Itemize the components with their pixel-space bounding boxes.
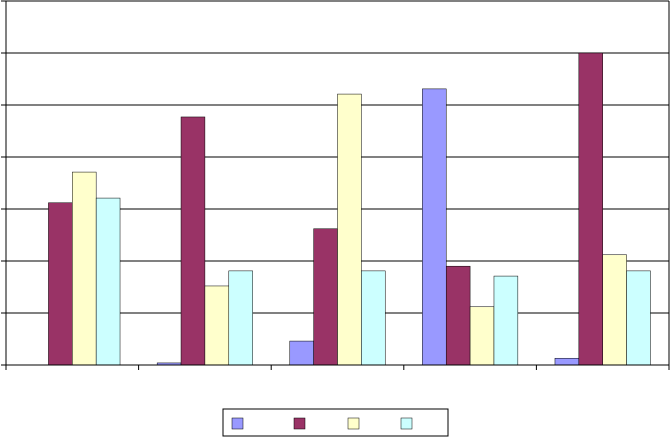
- bar: [313, 228, 338, 366]
- bar: [228, 270, 253, 366]
- bar: [180, 116, 206, 366]
- bar: [95, 197, 121, 366]
- bar: [602, 254, 627, 366]
- bar: [204, 285, 230, 366]
- bar: [337, 93, 362, 366]
- legend-swatch: [347, 417, 360, 430]
- legend-box: [222, 408, 449, 437]
- bar: [361, 270, 386, 366]
- bar: [48, 202, 73, 366]
- bar: [554, 357, 580, 366]
- bar: [72, 171, 97, 366]
- legend-swatch: [293, 417, 306, 430]
- bar: [289, 340, 314, 366]
- legend-swatch: [231, 417, 244, 430]
- bar: [493, 275, 519, 366]
- bar: [422, 88, 447, 366]
- bar: [469, 306, 495, 366]
- legend-swatch: [400, 417, 413, 430]
- bar: [626, 270, 651, 366]
- bar: [445, 265, 471, 366]
- bar: [578, 52, 603, 366]
